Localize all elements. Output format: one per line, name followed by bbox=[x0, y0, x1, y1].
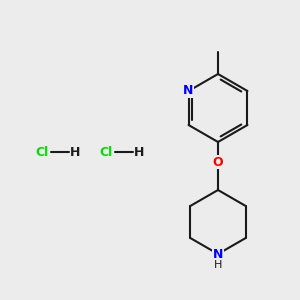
Text: H: H bbox=[70, 146, 80, 158]
Text: N: N bbox=[213, 248, 223, 260]
Text: Cl: Cl bbox=[35, 146, 49, 158]
Text: O: O bbox=[213, 155, 223, 169]
Text: N: N bbox=[183, 85, 194, 98]
Text: H: H bbox=[214, 260, 222, 270]
Text: H: H bbox=[134, 146, 144, 158]
Text: Cl: Cl bbox=[99, 146, 112, 158]
